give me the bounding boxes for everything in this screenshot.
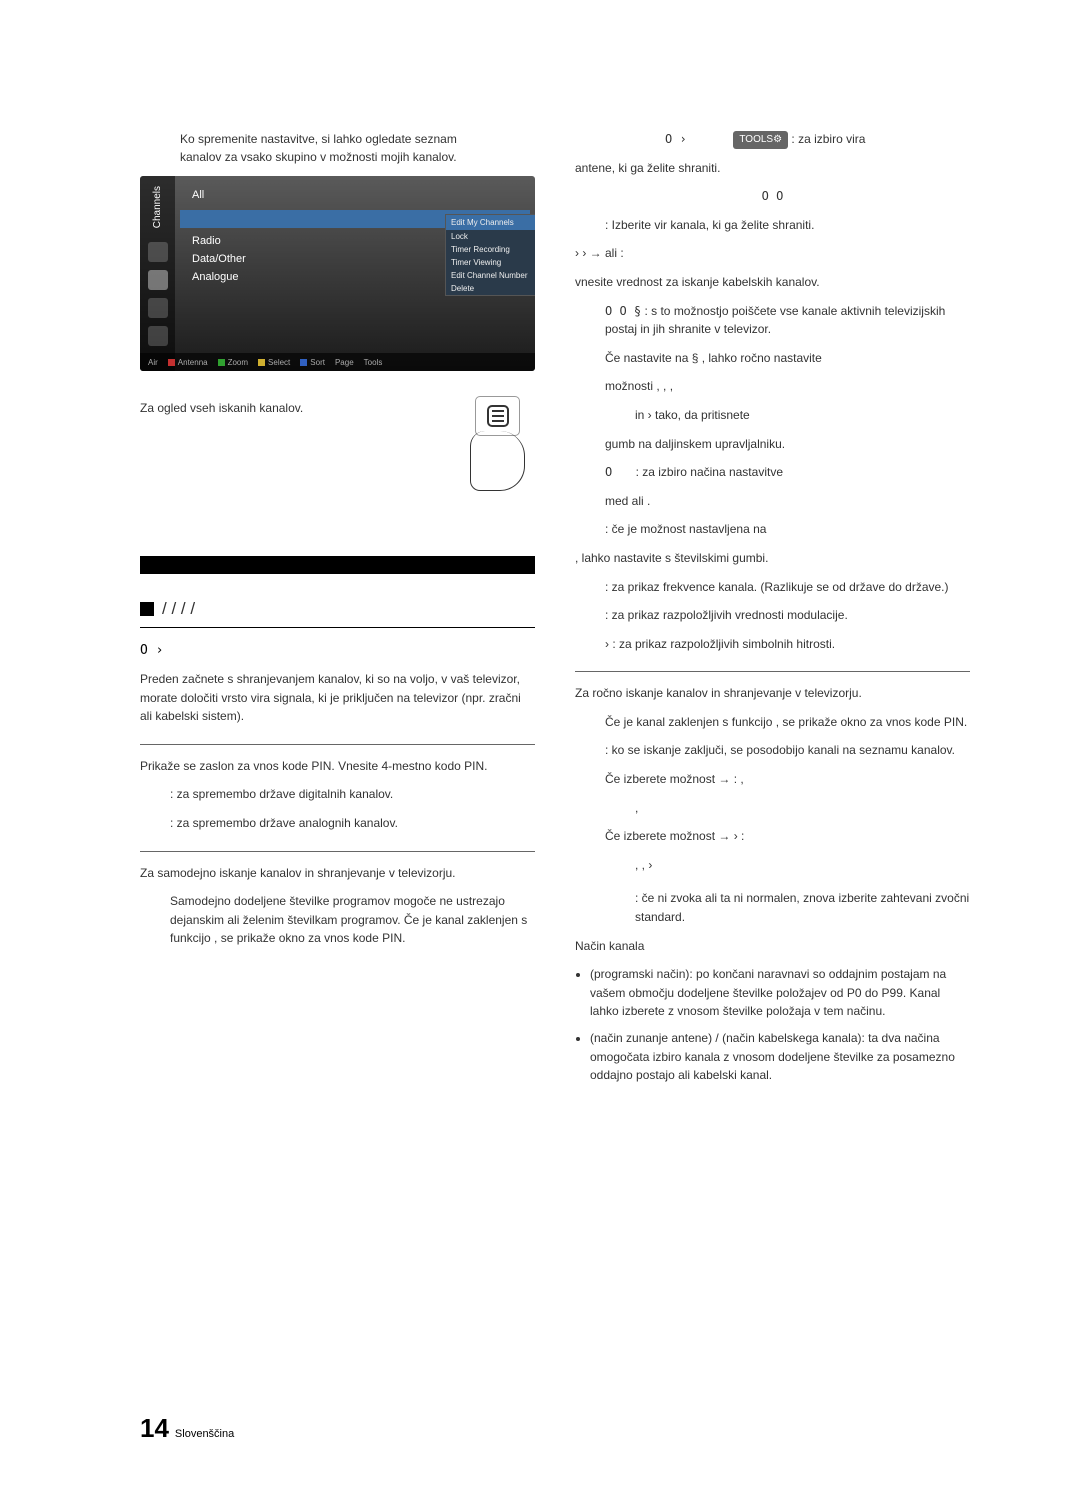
tv-all: All	[180, 186, 530, 204]
tv-dd-item: Delete	[446, 282, 535, 295]
tv-dd-item: Timer Recording	[446, 243, 535, 256]
tv-screenshot: Channels All Radio Data/Other Analogue E…	[140, 176, 535, 371]
antenna-header: O ›	[140, 643, 535, 658]
bullet2: (način zunanje antene) / (način kabelske…	[590, 1029, 970, 1085]
section-title: / / / /	[162, 599, 195, 619]
tools-badge: TOOLS⚙	[733, 131, 788, 149]
tv-dd-item: Timer Viewing	[446, 256, 535, 269]
bullet1: (programski način): po končani naravnavi…	[590, 965, 970, 1021]
tv-icon	[148, 298, 168, 318]
intro-line2: kanalov za vsako skupino v možnosti moji…	[180, 148, 535, 166]
tv-tools: Tools	[364, 358, 383, 367]
freq2: : za prikaz frekvence kanala. (Razlikuje…	[575, 578, 970, 597]
manual1: Če nastavite na § , lahko ročno nastavit…	[575, 349, 970, 368]
scan-text: Za ogled vseh iskanih kanalov.	[140, 396, 440, 415]
manual3: in › tako, da pritisnete	[575, 406, 970, 425]
mode: : za izbiro načina nastavitve	[636, 465, 783, 479]
opt1b: ,	[575, 799, 970, 818]
antenna-sym: O ›	[140, 643, 163, 658]
tv-air: Air	[148, 358, 158, 367]
source: : Izberite vir kanala, ki ga želite shra…	[575, 216, 970, 235]
pin-digital: : za spremembo države digitalnih kanalov…	[140, 785, 535, 804]
tv-dropdown: Edit My Channels Lock Timer Recording Ti…	[445, 214, 535, 296]
search: : s to možnostjo poiščete vse kanale akt…	[605, 304, 945, 337]
tv-antenna: Antenna	[178, 358, 208, 367]
mod: : za prikaz razpoložljivih vrednosti mod…	[575, 606, 970, 625]
source-sym: O O	[762, 189, 784, 203]
mode2: med ali .	[575, 492, 970, 511]
tools-suffix: : za izbiro vira	[791, 132, 865, 146]
tv-dd-item: Edit Channel Number	[446, 269, 535, 282]
intro-line1: Ko spremenite nastavitve, si lahko ogled…	[180, 130, 535, 148]
manual-intro: Za ročno iskanje kanalov in shranjevanje…	[575, 684, 970, 703]
mode-sym: O	[605, 465, 612, 479]
opt2: Če izberete možnost → › :	[575, 827, 970, 846]
manual-update: : ko se iskanje zaključi, se posodobijo …	[575, 741, 970, 760]
tv-dd-item: Lock	[446, 230, 535, 243]
page-number: 14	[140, 1413, 169, 1444]
freq: vnesite vrednost za iskanje kabelskih ka…	[575, 273, 970, 292]
channel: : če je možnost nastavljena na	[575, 520, 970, 539]
sound: : če ni zvoka ali ta ni normalen, znova …	[575, 889, 970, 926]
tv-icon	[148, 270, 168, 290]
section-square-icon	[140, 602, 154, 616]
tv-page: Page	[335, 358, 354, 367]
hand-remote-icon	[460, 396, 535, 506]
auto-store: Za samodejno iskanje kanalov in shranjev…	[140, 864, 535, 883]
pin-body: Prikaže se zaslon za vnos kode PIN. Vnes…	[140, 757, 535, 776]
manual2: možnosti , , ,	[575, 377, 970, 396]
page-lang: Slovenščina	[175, 1428, 234, 1440]
symrate: › : za prikaz razpoložljivih simbolnih h…	[575, 635, 970, 654]
black-bar	[140, 556, 535, 574]
pin-analog: : za spremembo države analognih kanalov.	[140, 814, 535, 833]
manual-note: Če je kanal zaklenjen s funkcijo , se pr…	[575, 713, 970, 732]
tv-zoom: Zoom	[228, 358, 248, 367]
tv-dd-item: Edit My Channels	[446, 215, 535, 230]
tools-prefix: O ›	[665, 132, 687, 146]
auto-note: Samodejno dodeljene številke programov m…	[140, 892, 535, 948]
tv-sidebar-label: Channels	[152, 186, 163, 228]
tv-select: Select	[268, 358, 290, 367]
tv-icon	[148, 326, 168, 346]
page-footer: 14 Slovenščina	[140, 1413, 234, 1444]
channel2: , lahko nastavite s številskimi gumbi.	[575, 549, 970, 568]
opt1: Če izberete možnost → : ,	[575, 770, 970, 789]
search-sym: O O §	[605, 304, 641, 318]
tv-footer: Air Antenna Zoom Select Sort Page Tools	[140, 353, 535, 371]
opt2b: , , ›	[575, 856, 970, 875]
mode-header: Način kanala	[575, 937, 970, 956]
freq-prefix: › › → ali :	[575, 244, 970, 263]
tv-icon	[148, 242, 168, 262]
antenna-body: Preden začnete s shranjevanjem kanalov, …	[140, 670, 535, 726]
antenna-store: antene, ki ga želite shraniti.	[575, 159, 970, 178]
tv-sort: Sort	[310, 358, 325, 367]
manual4: gumb na daljinskem upravljalniku.	[575, 435, 970, 454]
